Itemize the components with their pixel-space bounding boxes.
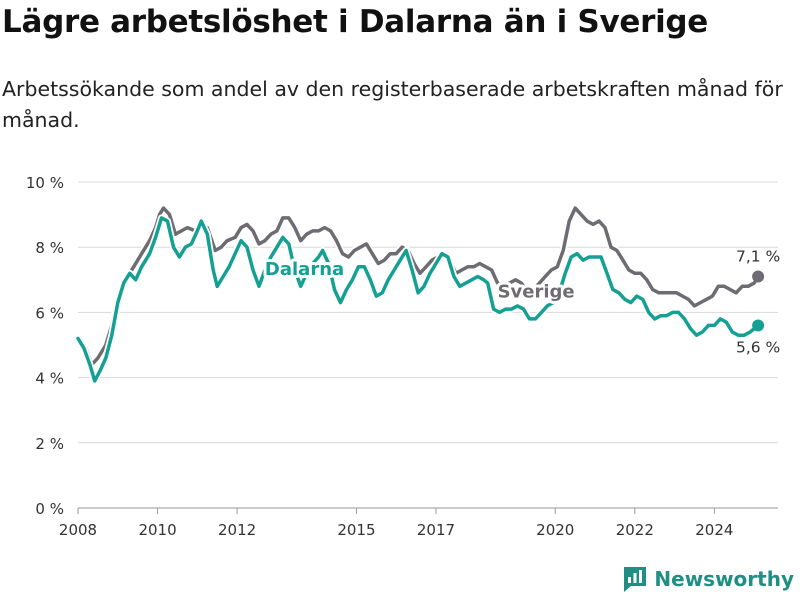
end-label-dalarna: 5,6 % (736, 338, 780, 356)
x-tick-label: 2022 (616, 521, 654, 539)
y-tick-label: 0 % (35, 500, 64, 518)
series-line-dalarna (76, 216, 760, 383)
y-axis: 0 % 2 % 4 % 6 % 8 % 10 % (26, 174, 64, 518)
end-label-sverige: 7,1 % (736, 248, 780, 266)
newsworthy-logo-icon (624, 567, 647, 592)
x-tick-label: 2017 (417, 521, 455, 539)
series-name-dalarna: Dalarna (265, 259, 344, 280)
series-name-halo: Sverige (498, 282, 575, 303)
x-tick-label: 2008 (59, 521, 97, 539)
y-tick-label: 2 % (35, 435, 64, 453)
x-tick-label: 2012 (218, 521, 256, 539)
series-line-halo (74, 214, 762, 385)
y-tick-label: 8 % (35, 239, 64, 257)
chart-title: Lägre arbetslöshet i Dalarna än i Sverig… (2, 4, 709, 40)
series-name-sverige: Sverige (498, 282, 575, 303)
x-tick-label: 2020 (536, 521, 574, 539)
x-tick-label: 2024 (695, 521, 733, 539)
series-name-halo: Dalarna (265, 259, 344, 280)
y-tick-label: 4 % (35, 370, 64, 388)
y-tick-label: 10 % (26, 174, 64, 192)
end-point-sverige (752, 270, 765, 283)
brand-name: Newsworthy (654, 567, 794, 591)
x-tick-label: 2010 (138, 521, 176, 539)
end-point-dalarna (752, 319, 765, 332)
x-tick-label: 2015 (337, 521, 375, 539)
x-axis: 2008 2010 2012 2015 2017 2020 2022 2024 (59, 508, 733, 539)
series-lines (74, 204, 765, 385)
brand-logo: Newsworthy (623, 564, 794, 594)
chart-subtitle: Arbetssökande som andel av den registerb… (2, 77, 783, 132)
y-tick-label: 6 % (35, 304, 64, 322)
